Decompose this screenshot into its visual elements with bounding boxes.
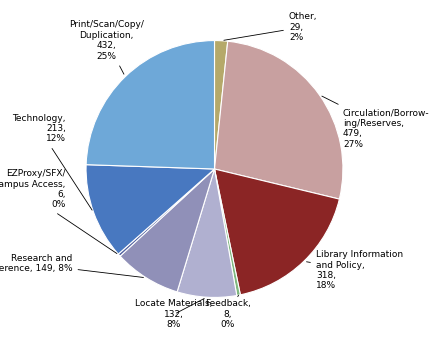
Text: Locate Materials,
132,
8%: Locate Materials, 132, 8%	[135, 298, 213, 329]
Text: Technology,
213,
12%: Technology, 213, 12%	[12, 114, 92, 210]
Wedge shape	[177, 169, 237, 297]
Wedge shape	[120, 169, 214, 292]
Text: Library Information
and Policy,
318,
18%: Library Information and Policy, 318, 18%	[306, 250, 403, 290]
Text: Circulation/Borrow-
ing/Reserves,
479,
27%: Circulation/Borrow- ing/Reserves, 479, 2…	[322, 96, 429, 148]
Wedge shape	[214, 41, 343, 199]
Wedge shape	[86, 165, 214, 254]
Wedge shape	[86, 41, 214, 169]
Text: Other,
29,
2%: Other, 29, 2%	[224, 12, 317, 42]
Text: Research and
Reference, 149, 8%: Research and Reference, 149, 8%	[0, 254, 143, 277]
Wedge shape	[214, 169, 339, 295]
Wedge shape	[214, 41, 228, 169]
Wedge shape	[214, 169, 240, 295]
Text: EZProxy/SFX/
Off-Campus Access,
6,
0%: EZProxy/SFX/ Off-Campus Access, 6, 0%	[0, 169, 117, 254]
Text: Feedback,
8,
0%: Feedback, 8, 0%	[205, 295, 251, 329]
Text: Print/Scan/Copy/
Duplication,
432,
25%: Print/Scan/Copy/ Duplication, 432, 25%	[69, 21, 144, 74]
Wedge shape	[118, 169, 214, 256]
